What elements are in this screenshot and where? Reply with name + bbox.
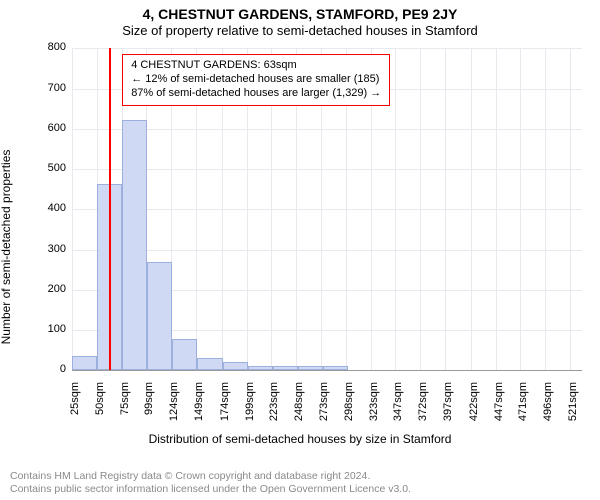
- y-tick-label: 600: [26, 122, 66, 134]
- y-tick-label: 800: [26, 41, 66, 53]
- x-tick-label: 75sqm: [119, 382, 131, 430]
- histogram-bar: [223, 362, 248, 370]
- gridline-h: [72, 129, 582, 130]
- gridline-v: [496, 48, 497, 370]
- x-tick-label: 50sqm: [94, 382, 106, 430]
- x-tick-label: 372sqm: [417, 382, 429, 430]
- gridline-v: [420, 48, 421, 370]
- histogram-bar: [197, 358, 222, 370]
- x-tick-label: 471sqm: [517, 382, 529, 430]
- plot-area: 010020030040050060070080025sqm50sqm75sqm…: [72, 48, 582, 370]
- gridline-h: [72, 209, 582, 210]
- gridline-v: [471, 48, 472, 370]
- y-tick-label: 700: [26, 82, 66, 94]
- y-tick-label: 200: [26, 283, 66, 295]
- gridline-v: [445, 48, 446, 370]
- x-tick-label: 447sqm: [493, 382, 505, 430]
- footer-line: Contains public sector information licen…: [10, 483, 590, 496]
- x-tick-label: 25sqm: [69, 382, 81, 430]
- x-tick-label: 124sqm: [168, 382, 180, 430]
- gridline-h: [72, 250, 582, 251]
- annotation-line: ← 12% of semi-detached houses are smalle…: [131, 73, 381, 87]
- x-tick-label: 347sqm: [392, 382, 404, 430]
- footer: Contains HM Land Registry data © Crown c…: [10, 470, 590, 496]
- gridline-v: [545, 48, 546, 370]
- gridline-v: [520, 48, 521, 370]
- x-tick-label: 149sqm: [193, 382, 205, 430]
- histogram-bar: [298, 366, 323, 370]
- y-axis-label: Number of semi-detached properties: [0, 150, 13, 345]
- gridline-v: [395, 48, 396, 370]
- x-tick-label: 521sqm: [567, 382, 579, 430]
- x-tick-label: 174sqm: [219, 382, 231, 430]
- x-tick-label: 223sqm: [268, 382, 280, 430]
- chart: Number of semi-detached properties 01002…: [10, 42, 590, 452]
- reference-marker: [109, 48, 111, 370]
- gridline-v: [570, 48, 571, 370]
- histogram-bar: [323, 366, 348, 371]
- x-tick-label: 298sqm: [343, 382, 355, 430]
- annotation-line: 4 CHESTNUT GARDENS: 63sqm: [131, 59, 381, 73]
- x-axis-label: Distribution of semi-detached houses by …: [10, 432, 590, 446]
- histogram-bar: [147, 262, 172, 371]
- gridline-v: [72, 48, 73, 370]
- x-tick-label: 496sqm: [542, 382, 554, 430]
- y-tick-label: 400: [26, 202, 66, 214]
- x-tick-label: 273sqm: [318, 382, 330, 430]
- gridline-h: [72, 48, 582, 49]
- y-tick-label: 0: [26, 363, 66, 375]
- page-subtitle: Size of property relative to semi-detach…: [10, 23, 590, 39]
- histogram-bar: [122, 120, 147, 370]
- y-tick-label: 500: [26, 162, 66, 174]
- gridline-h: [72, 169, 582, 170]
- histogram-bar: [72, 356, 97, 370]
- y-tick-label: 300: [26, 243, 66, 255]
- x-tick-label: 248sqm: [293, 382, 305, 430]
- histogram-bar: [172, 339, 197, 370]
- x-tick-label: 323sqm: [368, 382, 380, 430]
- footer-line: Contains HM Land Registry data © Crown c…: [10, 470, 590, 483]
- x-tick-label: 397sqm: [442, 382, 454, 430]
- page-title: 4, CHESTNUT GARDENS, STAMFORD, PE9 2JY: [10, 6, 590, 23]
- annotation-box: 4 CHESTNUT GARDENS: 63sqm← 12% of semi-d…: [122, 54, 390, 105]
- x-tick-label: 99sqm: [143, 382, 155, 430]
- page: 4, CHESTNUT GARDENS, STAMFORD, PE9 2JY S…: [0, 0, 600, 500]
- y-tick-label: 100: [26, 323, 66, 335]
- histogram-bar: [248, 366, 273, 371]
- annotation-line: 87% of semi-detached houses are larger (…: [131, 87, 381, 101]
- x-axis-line: [72, 370, 582, 371]
- histogram-bar: [273, 366, 298, 370]
- x-tick-label: 199sqm: [244, 382, 256, 430]
- x-tick-label: 422sqm: [468, 382, 480, 430]
